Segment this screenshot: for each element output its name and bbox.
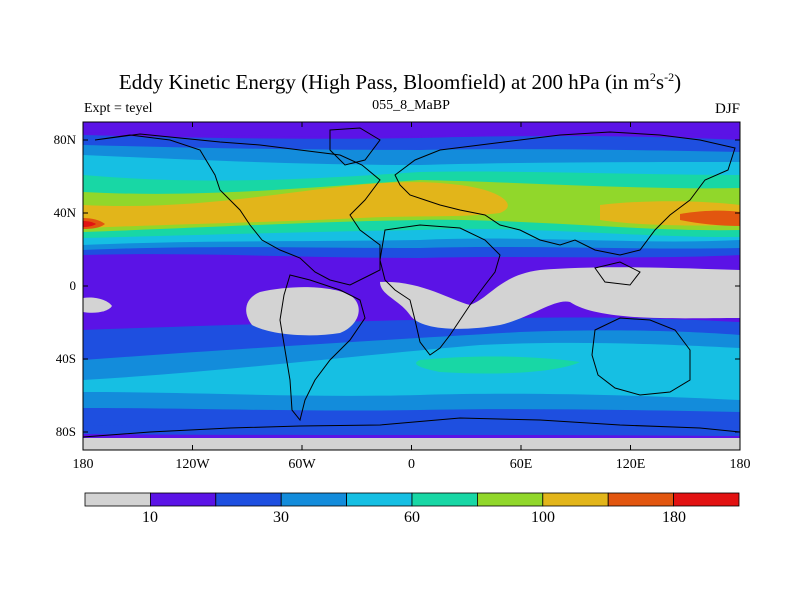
low-region-eastern-pacific [83, 297, 112, 313]
colorbar-swatch [84, 492, 151, 507]
lat-tick-label: 40S [55, 351, 76, 366]
coast-south-america [279, 274, 366, 422]
colorbar-swatch [215, 492, 282, 507]
band-nh-150 [83, 182, 508, 228]
lat-tick-label: 80S [55, 424, 76, 439]
season-label: DJF [714, 101, 740, 117]
colorbar-swatch [149, 492, 217, 507]
lon-tick-label: 60W [288, 457, 316, 472]
colorbar-swatch [542, 492, 609, 507]
experiment-label: Expt = teyel [84, 101, 153, 116]
contour-field [83, 122, 740, 450]
coast-australia [591, 317, 691, 396]
band-sh-100 [416, 356, 580, 374]
lon-tick-label: 120W [175, 457, 210, 472]
subtitle: 055_8_MaBP [372, 98, 450, 113]
colorbar-label: 180 [662, 509, 686, 526]
lon-tick-label: 60E [509, 457, 533, 472]
lon-tick-label: 180 [72, 457, 94, 472]
colorbar-swatch [280, 492, 348, 507]
lat-tick-marks [83, 139, 740, 433]
band-nh-200-west [83, 221, 96, 227]
lat-tick-label: 40N [53, 205, 76, 220]
lon-tick-label: 0 [408, 457, 415, 472]
colorbar-swatch [346, 492, 413, 507]
band-sh-80 [83, 342, 740, 400]
colorbar-label: 100 [531, 509, 555, 526]
colorbar-label: 10 [142, 509, 158, 526]
colorbar-swatch [607, 492, 675, 507]
low-region-south-america [246, 287, 359, 336]
lon-tick-label: 120E [615, 457, 646, 472]
low-region-indian-ocean [380, 267, 740, 329]
colorbar-label: 30 [273, 509, 289, 526]
lon-tick-label: 180 [729, 457, 751, 472]
lat-tick-label: 0 [69, 278, 77, 293]
band-nh-180-east [680, 210, 740, 226]
coastlines [83, 127, 740, 438]
lon-tick-marks [192, 122, 631, 450]
band-nh-50n [83, 122, 740, 137]
coast-antarctica [83, 417, 740, 438]
low-region-pole [83, 438, 740, 450]
colorbar [84, 492, 740, 507]
plot-title: Eddy Kinetic Energy (High Pass, Bloomfie… [118, 70, 682, 94]
colorbar-swatch [411, 492, 478, 507]
coast-north-america [94, 133, 381, 286]
coast-greenland [329, 127, 381, 166]
colorbar-swatch [476, 492, 544, 507]
colorbar-swatch [673, 492, 740, 507]
coast-indonesia [594, 261, 641, 286]
coast-eurasia [394, 131, 736, 256]
colorbar-label: 60 [404, 509, 420, 526]
coast-africa [379, 224, 501, 356]
lat-tick-label: 80N [53, 132, 76, 147]
